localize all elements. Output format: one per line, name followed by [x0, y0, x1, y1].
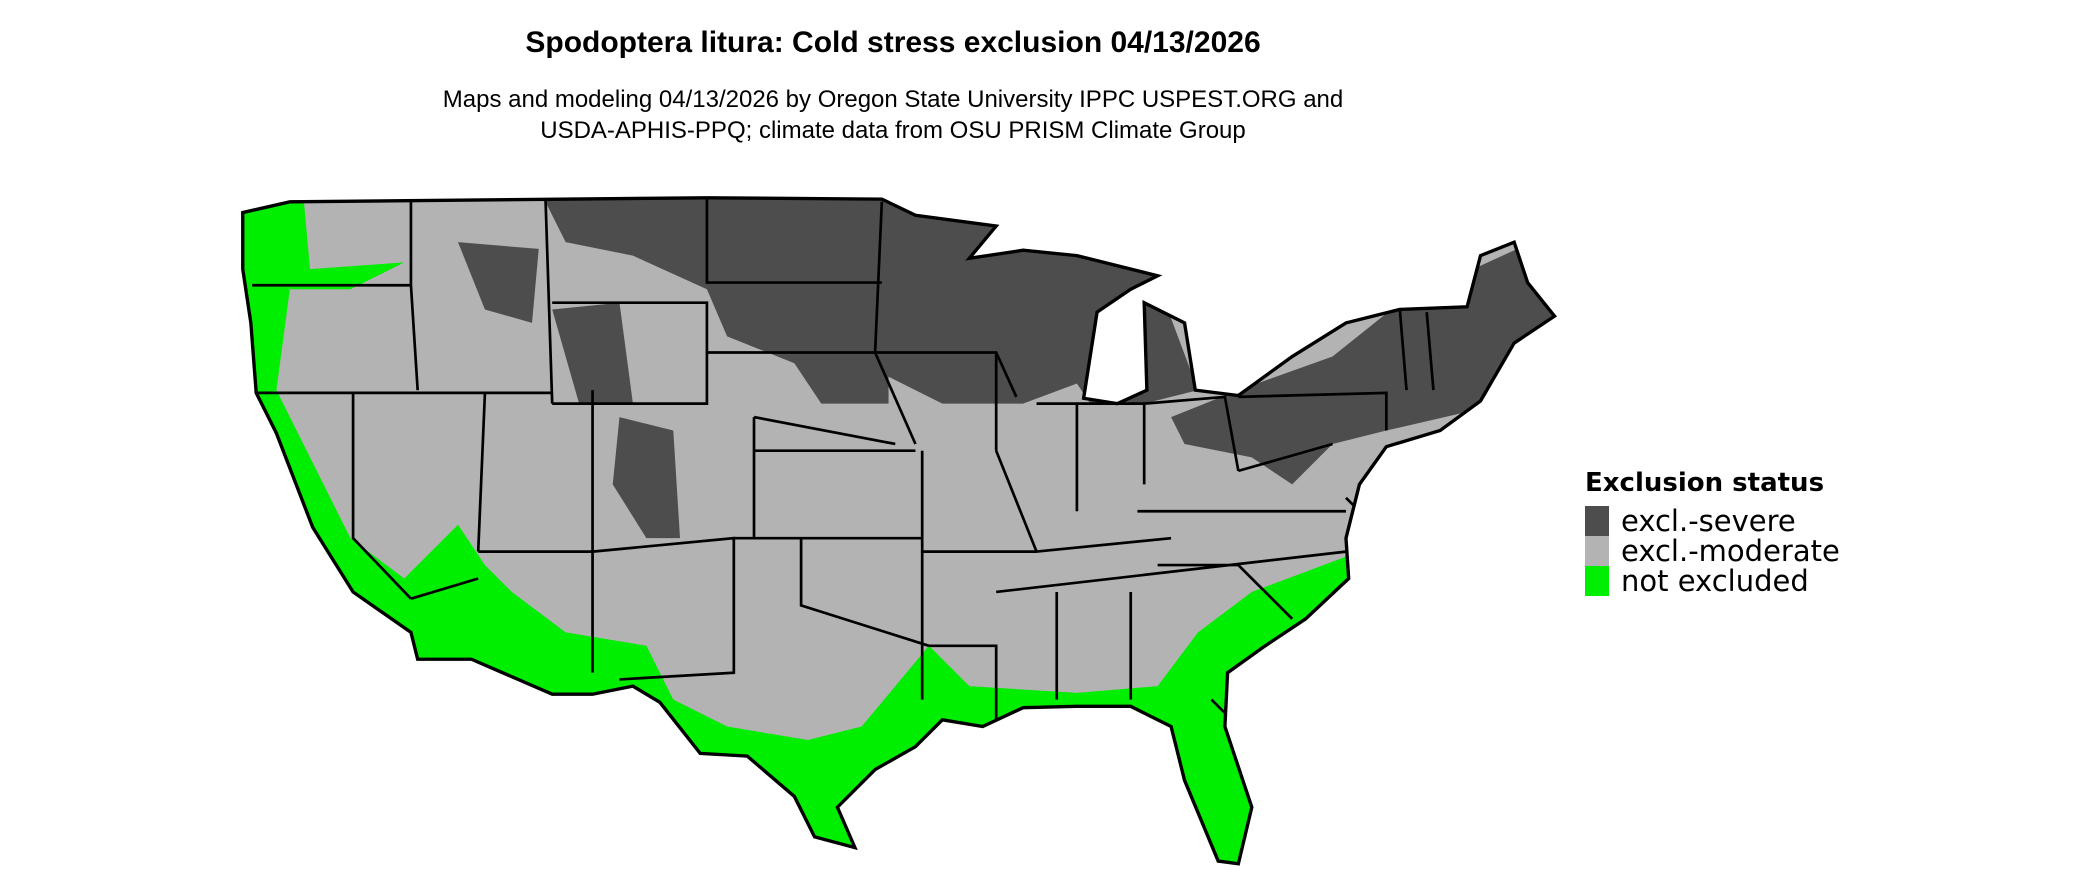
legend-item-moderate: excl.-moderate — [1585, 536, 1840, 566]
legend-label: excl.-moderate — [1621, 534, 1840, 568]
legend-label: excl.-severe — [1621, 504, 1796, 538]
legend-item-not-excluded: not excluded — [1585, 566, 1840, 596]
legend-item-severe: excl.-severe — [1585, 506, 1840, 536]
legend-swatch — [1585, 566, 1609, 596]
legend-label: not excluded — [1621, 564, 1809, 598]
legend: Exclusion status excl.-severe excl.-mode… — [1585, 468, 1840, 596]
legend-swatch — [1585, 536, 1609, 566]
legend-swatch — [1585, 506, 1609, 536]
map-title: Spodoptera litura: Cold stress exclusion… — [525, 26, 1261, 59]
state-borders — [252, 197, 1435, 727]
map-subtitle-line2: USDA-APHIS-PPQ; climate data from OSU PR… — [540, 117, 1246, 144]
legend-title: Exclusion status — [1585, 468, 1825, 498]
map-subtitle-line1: Maps and modeling 04/13/2026 by Oregon S… — [442, 86, 1344, 113]
